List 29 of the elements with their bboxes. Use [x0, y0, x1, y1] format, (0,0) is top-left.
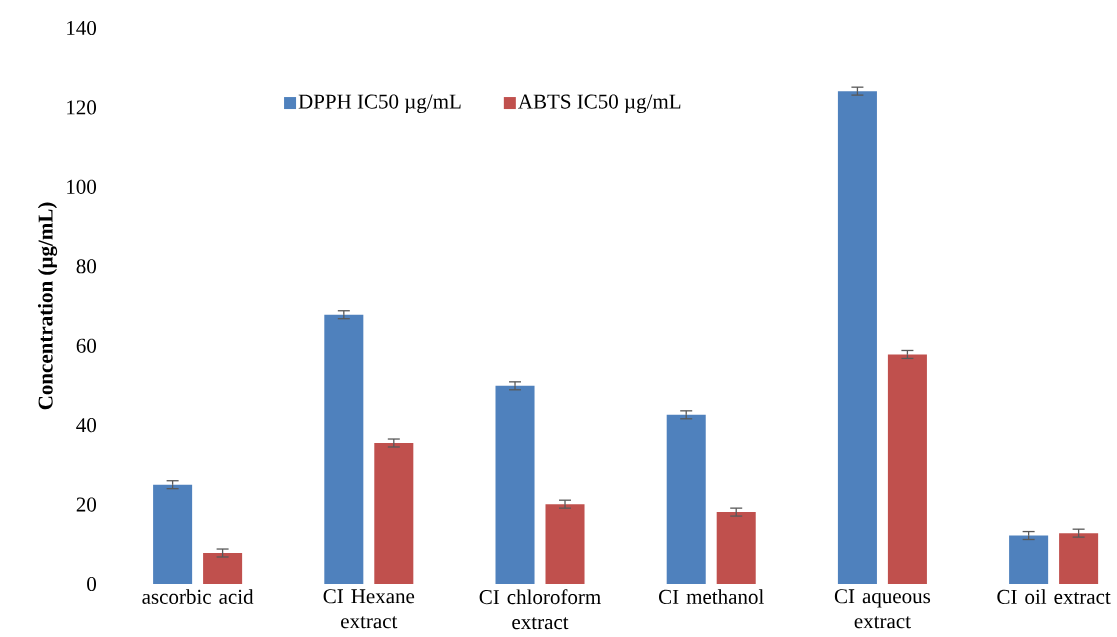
bar	[324, 314, 364, 584]
y-tick-label: 60	[76, 338, 97, 353]
legend-label: ABTS IC50 µg/mL	[518, 94, 681, 113]
x-tick-label: CI oil extract	[997, 589, 1111, 604]
bar	[716, 512, 756, 584]
bar	[153, 484, 193, 584]
bar	[666, 414, 706, 584]
y-tick-label: 20	[76, 497, 97, 512]
y-tick-label: 120	[67, 100, 97, 115]
y-axis-title: Concentration (µg/mL)	[37, 202, 58, 410]
bar	[1059, 533, 1099, 584]
y-tick-label: 100	[67, 179, 97, 194]
y-tick-label: 0	[87, 576, 97, 592]
x-tick-label: CI Hexane extract	[323, 589, 415, 629]
y-tick-label: 140	[67, 20, 97, 36]
legend-label: DPPH IC50 µg/mL	[298, 94, 461, 113]
x-tick-label: CI chloroform extract	[479, 589, 601, 630]
bar	[1009, 535, 1049, 584]
y-tick-label: 40	[76, 418, 97, 433]
bar	[545, 504, 585, 584]
bar	[887, 354, 927, 584]
bar	[837, 91, 877, 584]
y-tick-label: 80	[76, 259, 97, 274]
x-tick-label: CI methanol	[659, 589, 764, 604]
x-tick-label: ascorbic acid	[142, 589, 254, 604]
bar	[203, 553, 243, 584]
x-tick-label: CI aqueous extract	[834, 589, 931, 629]
bar	[495, 385, 535, 584]
bar	[374, 443, 414, 584]
